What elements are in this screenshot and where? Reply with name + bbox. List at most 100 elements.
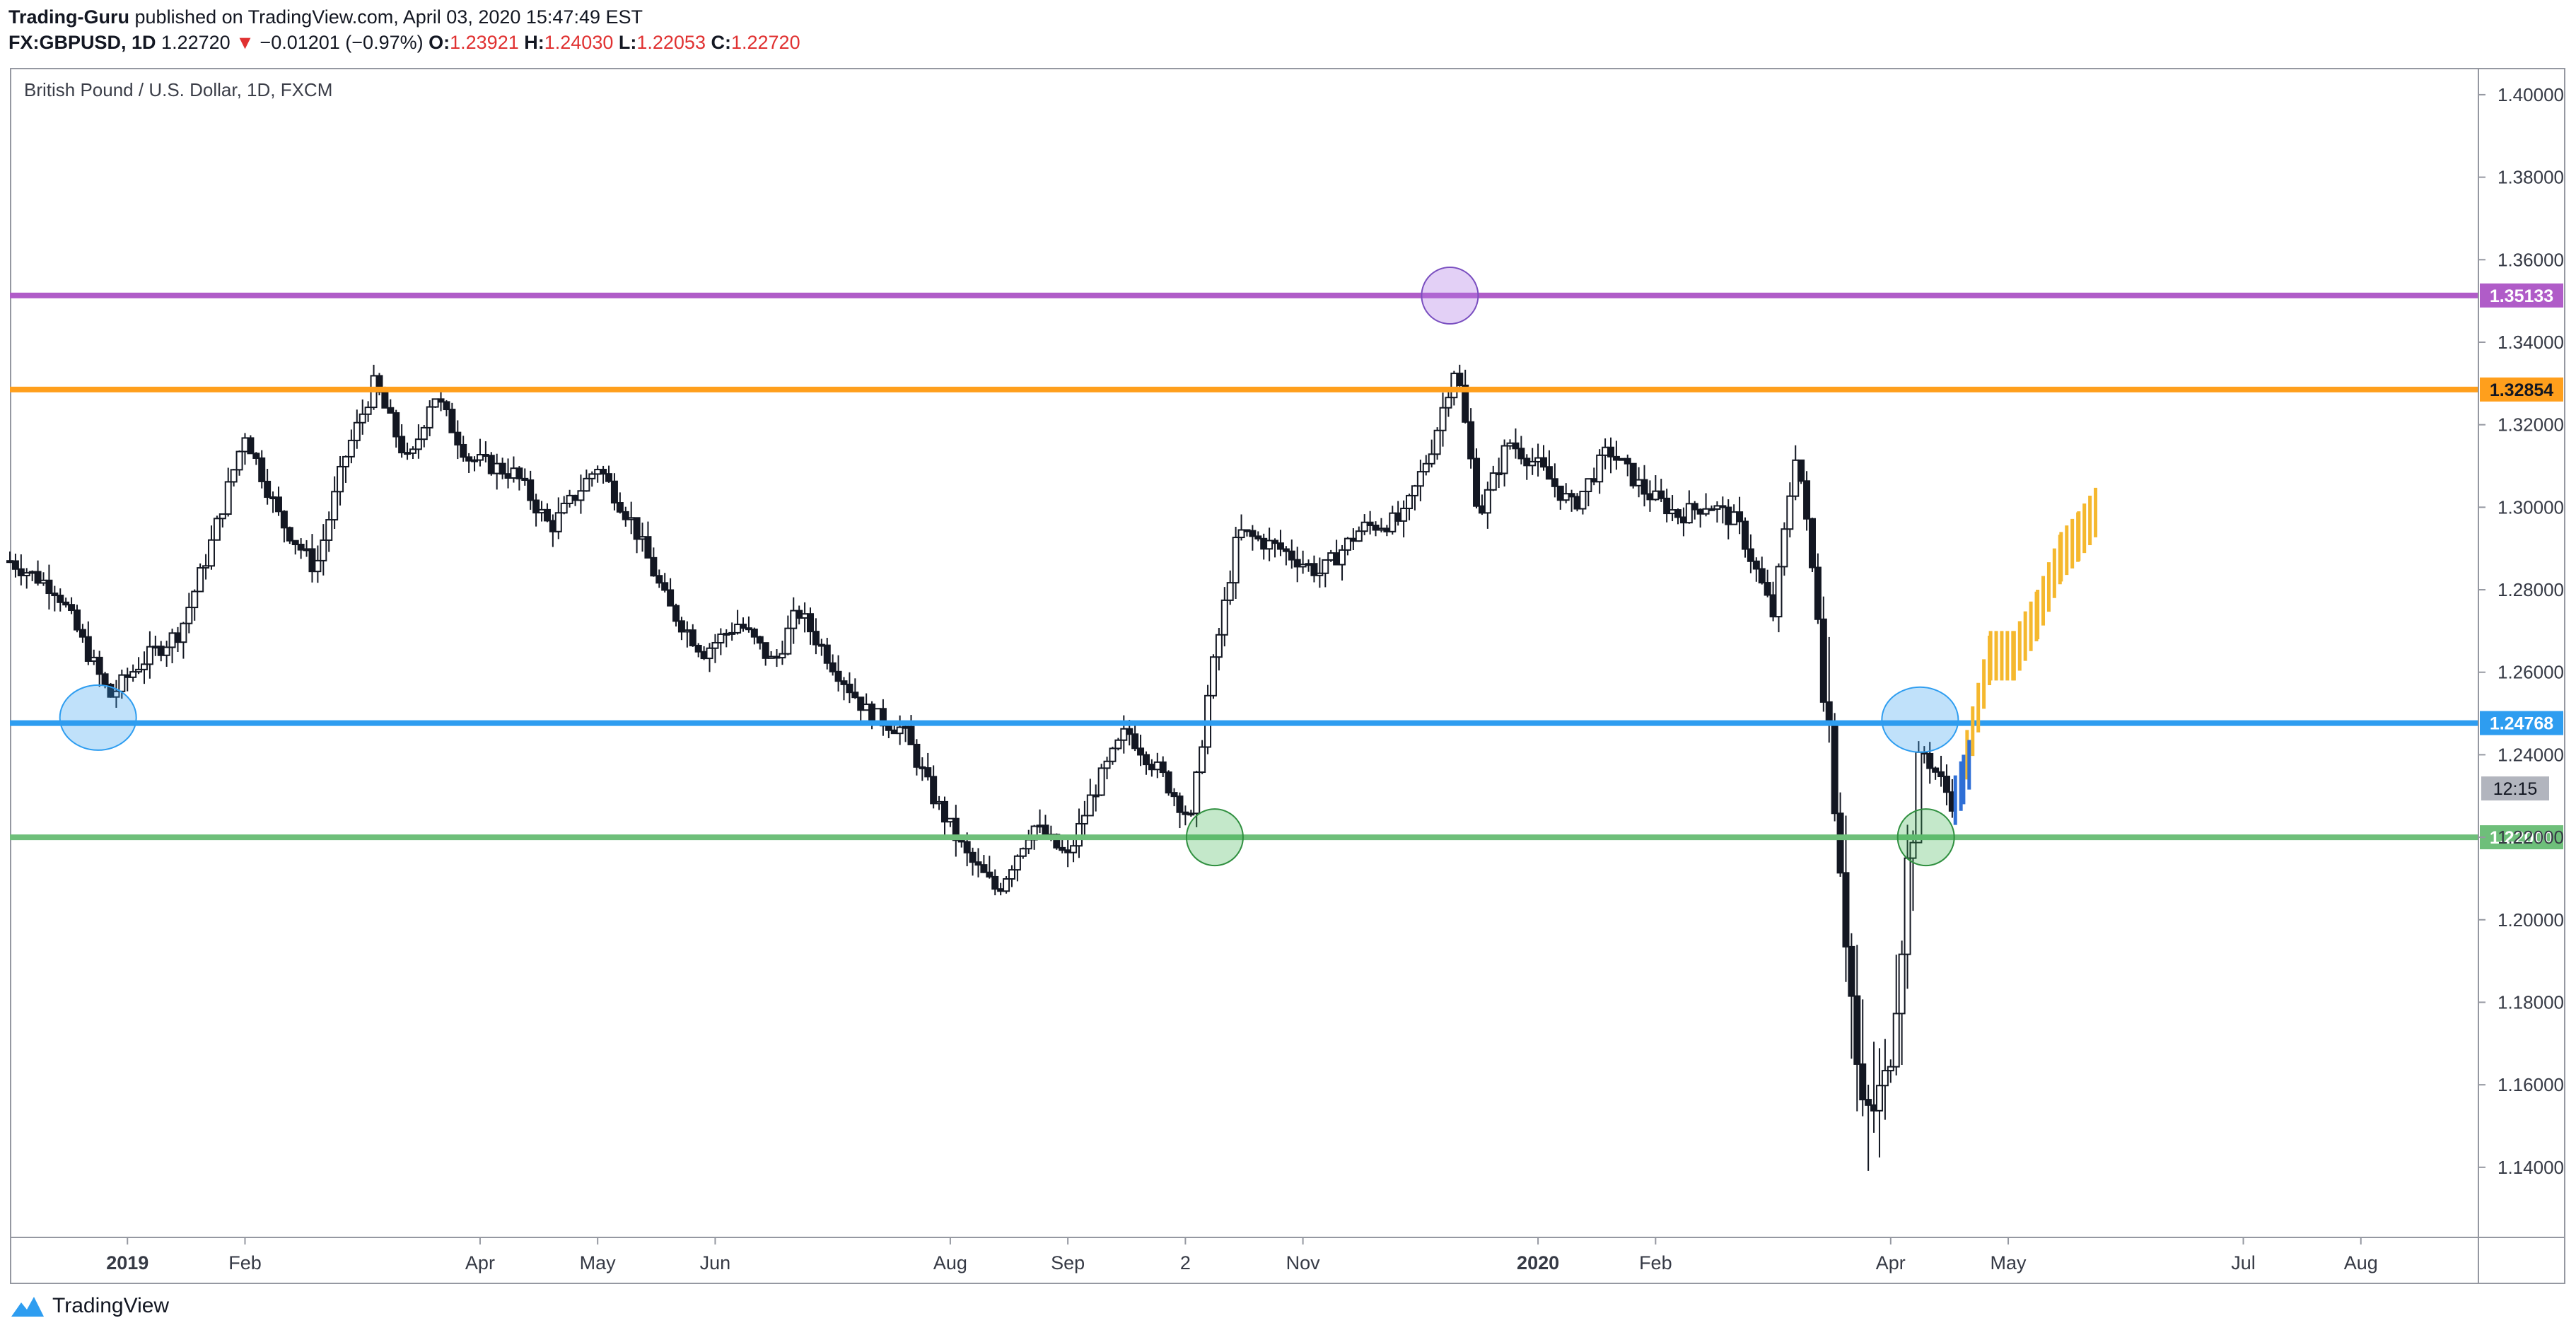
published-text: published on TradingView.com, April 03, …: [134, 6, 643, 28]
candle-body: [969, 851, 977, 863]
candle-body: [1148, 764, 1155, 771]
author-name[interactable]: Trading-Guru: [8, 6, 129, 28]
candle-body: [118, 674, 126, 692]
candle-body: [683, 629, 691, 633]
candle-body: [532, 499, 540, 514]
candle-body: [398, 436, 406, 454]
candle-body: [420, 426, 428, 441]
candle-body: [426, 406, 433, 429]
candle-body: [1355, 530, 1363, 542]
level-price-label: 1.32854: [2490, 380, 2553, 400]
candle-body: [1243, 529, 1251, 532]
candle-body: [1814, 566, 1822, 620]
x-tick-label: Aug: [2344, 1252, 2378, 1273]
candle-body: [471, 459, 479, 462]
candle-body: [655, 575, 663, 584]
candle-body: [454, 431, 462, 445]
candle-body: [1064, 849, 1072, 853]
candle-body: [1445, 397, 1452, 409]
candle-body: [857, 696, 865, 711]
candle-body: [124, 674, 132, 678]
chart-frame[interactable]: [10, 68, 2565, 1284]
publish-info: Trading-Guru published on TradingView.co…: [8, 4, 800, 30]
candle-body: [890, 729, 898, 735]
x-tick-label: 2019: [106, 1252, 148, 1273]
candle-body: [907, 725, 915, 745]
candle-body: [1836, 812, 1844, 874]
candle-body: [840, 680, 848, 685]
candle-body: [218, 513, 226, 520]
candle-body: [364, 407, 372, 415]
price-change: −0.01201 (−0.97%): [260, 32, 424, 53]
y-tick-label: 1.32000: [2498, 414, 2564, 436]
candle-body: [1881, 1070, 1889, 1087]
symbol-label: FX:GBPUSD, 1D: [8, 32, 156, 53]
candle-body: [1249, 530, 1257, 537]
candle-body: [974, 861, 982, 866]
candle-body: [78, 629, 86, 638]
candle-body: [1517, 448, 1525, 460]
candle-body: [68, 604, 76, 612]
candle-body: [1070, 845, 1078, 853]
candle-body: [1349, 537, 1357, 542]
candle-body: [1887, 1066, 1894, 1072]
candle-body: [129, 671, 137, 678]
candle-body: [851, 692, 859, 699]
candle-body: [1478, 505, 1486, 514]
candle-body: [957, 839, 965, 843]
candle-body: [476, 454, 484, 461]
y-tick-label: 1.22000: [2498, 827, 2564, 848]
x-tick-label: Jul: [2231, 1252, 2256, 1273]
candle-body: [1025, 839, 1032, 850]
candle-body: [706, 647, 713, 660]
tradingview-watermark[interactable]: TradingView: [10, 1294, 169, 1318]
candle-body: [387, 407, 395, 414]
y-tick-label: 1.24000: [2498, 744, 2564, 765]
candle-body: [274, 496, 282, 513]
candle-body: [90, 656, 98, 662]
candle-body: [1848, 945, 1855, 997]
candle-body: [1293, 559, 1301, 568]
y-tick-label: 1.16000: [2498, 1074, 2564, 1095]
candle-body: [1456, 373, 1464, 387]
candle-body: [101, 673, 109, 686]
candle-body: [381, 391, 389, 409]
candle-body: [644, 536, 652, 559]
candle-body: [84, 636, 92, 662]
candle-body: [566, 494, 573, 504]
candle-body: [549, 520, 556, 532]
candle-body: [700, 651, 708, 660]
y-tick-label: 1.28000: [2498, 579, 2564, 600]
candle-body: [1741, 520, 1749, 550]
candle-body: [1590, 478, 1598, 483]
candle-body: [902, 725, 909, 729]
candle-body: [1764, 582, 1771, 596]
candle-body: [1657, 490, 1665, 499]
candle-body: [135, 668, 143, 673]
y-tick-label: 1.20000: [2498, 909, 2564, 931]
candle-body: [1316, 572, 1324, 576]
candle-body: [448, 409, 456, 433]
highlight-marker-blue: [59, 684, 137, 751]
open-label: O:: [429, 32, 450, 53]
candle-body: [734, 624, 742, 634]
candle-body: [1266, 540, 1274, 550]
candle-body: [1059, 846, 1066, 851]
candle-body: [1226, 582, 1234, 601]
candle-body: [493, 462, 501, 474]
candle-body: [930, 776, 938, 805]
candle-body: [280, 511, 288, 529]
candle-body: [1736, 511, 1744, 523]
candle-body: [258, 457, 266, 482]
candle-body: [1322, 559, 1329, 574]
candle-body: [34, 571, 42, 584]
candle-body: [1153, 761, 1161, 771]
candle-body: [1573, 496, 1581, 510]
highlight-marker-green: [1185, 808, 1244, 867]
axes-layer: 1.14000 1.16000 1.18000 1.20000 1.22000 1.240…: [10, 68, 2565, 1284]
candle-body: [1473, 457, 1481, 507]
candle-body: [1831, 723, 1838, 815]
candle-body: [1865, 1099, 1872, 1106]
y-tick-label: 1.40000: [2498, 84, 2564, 105]
